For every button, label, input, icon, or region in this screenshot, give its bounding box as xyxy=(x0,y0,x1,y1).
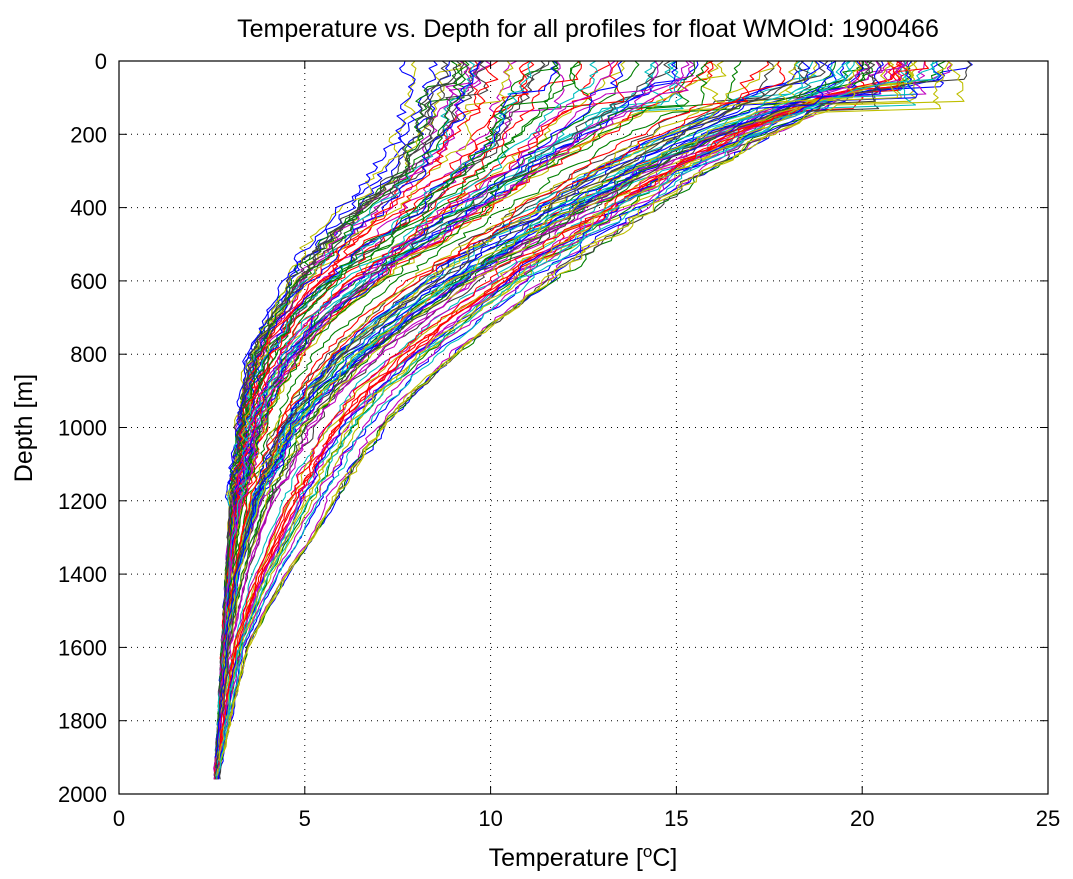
temperature-profile-line xyxy=(214,60,853,769)
temperature-profile-line xyxy=(215,60,879,769)
y-tick-label: 600 xyxy=(70,269,107,294)
y-axis-title: Depth [m] xyxy=(10,374,38,482)
temperature-profile-line xyxy=(214,60,884,762)
temperature-profile-line xyxy=(215,60,468,762)
y-tick-label: 1200 xyxy=(58,489,107,514)
y-tick-label: 400 xyxy=(70,196,107,221)
temperature-profile-line xyxy=(213,60,905,780)
temperature-profile-line xyxy=(218,60,944,780)
y-tick-label: 800 xyxy=(70,342,107,367)
x-axis-title-end: C] xyxy=(652,844,677,872)
x-tick-label: 0 xyxy=(113,806,125,831)
temperature-profile-line xyxy=(215,60,855,773)
y-tick-label: 1400 xyxy=(58,562,107,587)
temperature-profile-line xyxy=(215,60,678,762)
temperature-profile-line xyxy=(214,60,665,765)
temperature-profile-line xyxy=(214,60,837,758)
x-tick-label: 25 xyxy=(1036,806,1060,831)
temperature-profile-line xyxy=(215,60,616,762)
y-tick-label: 2000 xyxy=(58,782,107,807)
x-axis-title-main: Temperature [ xyxy=(489,844,643,872)
x-tick-label: 10 xyxy=(478,806,502,831)
temperature-profile-line xyxy=(215,60,470,769)
temperature-profile-line xyxy=(220,60,903,758)
y-tick-label: 200 xyxy=(70,122,107,147)
grid-lines xyxy=(119,61,1048,794)
x-tick-label: 20 xyxy=(850,806,874,831)
temperature-profile-line xyxy=(221,60,965,758)
profile-lines xyxy=(213,60,973,780)
temperature-profile-line xyxy=(220,60,917,758)
y-tick-label: 1800 xyxy=(58,709,107,734)
temperature-profile-line xyxy=(220,60,935,762)
x-axis-title-superscript: o xyxy=(643,842,652,861)
temperature-profile-line xyxy=(214,60,883,765)
temperature-profile-line xyxy=(216,60,901,765)
y-tick-label: 0 xyxy=(95,49,107,74)
temperature-profile-line xyxy=(217,60,929,765)
temperature-profile-line xyxy=(214,60,462,780)
temperature-profile-line xyxy=(215,60,911,780)
y-tick-label: 1600 xyxy=(58,635,107,660)
temperature-profile-line xyxy=(218,60,941,773)
temperature-profile-line xyxy=(218,60,918,762)
temperature-profile-line xyxy=(216,60,899,776)
temperature-profile-line xyxy=(215,60,624,769)
chart-title: Temperature vs. Depth for all profiles f… xyxy=(237,15,939,43)
temperature-profile-line xyxy=(214,60,817,769)
x-tick-label: 5 xyxy=(299,806,311,831)
x-axis-title: Temperature [oC] xyxy=(489,842,678,873)
x-tick-label: 15 xyxy=(664,806,688,831)
y-axis-ticks: 0 200 400 600 800 1000 1200 1400 1600 1800 2000 xyxy=(58,49,1048,807)
x-axis-ticks: 0 5 10 15 20 25 xyxy=(113,61,1060,831)
temperature-profile-line xyxy=(216,60,892,776)
temperature-profile-line xyxy=(216,60,863,758)
temperature-profile-line xyxy=(216,60,829,769)
y-tick-label: 1000 xyxy=(58,416,107,441)
